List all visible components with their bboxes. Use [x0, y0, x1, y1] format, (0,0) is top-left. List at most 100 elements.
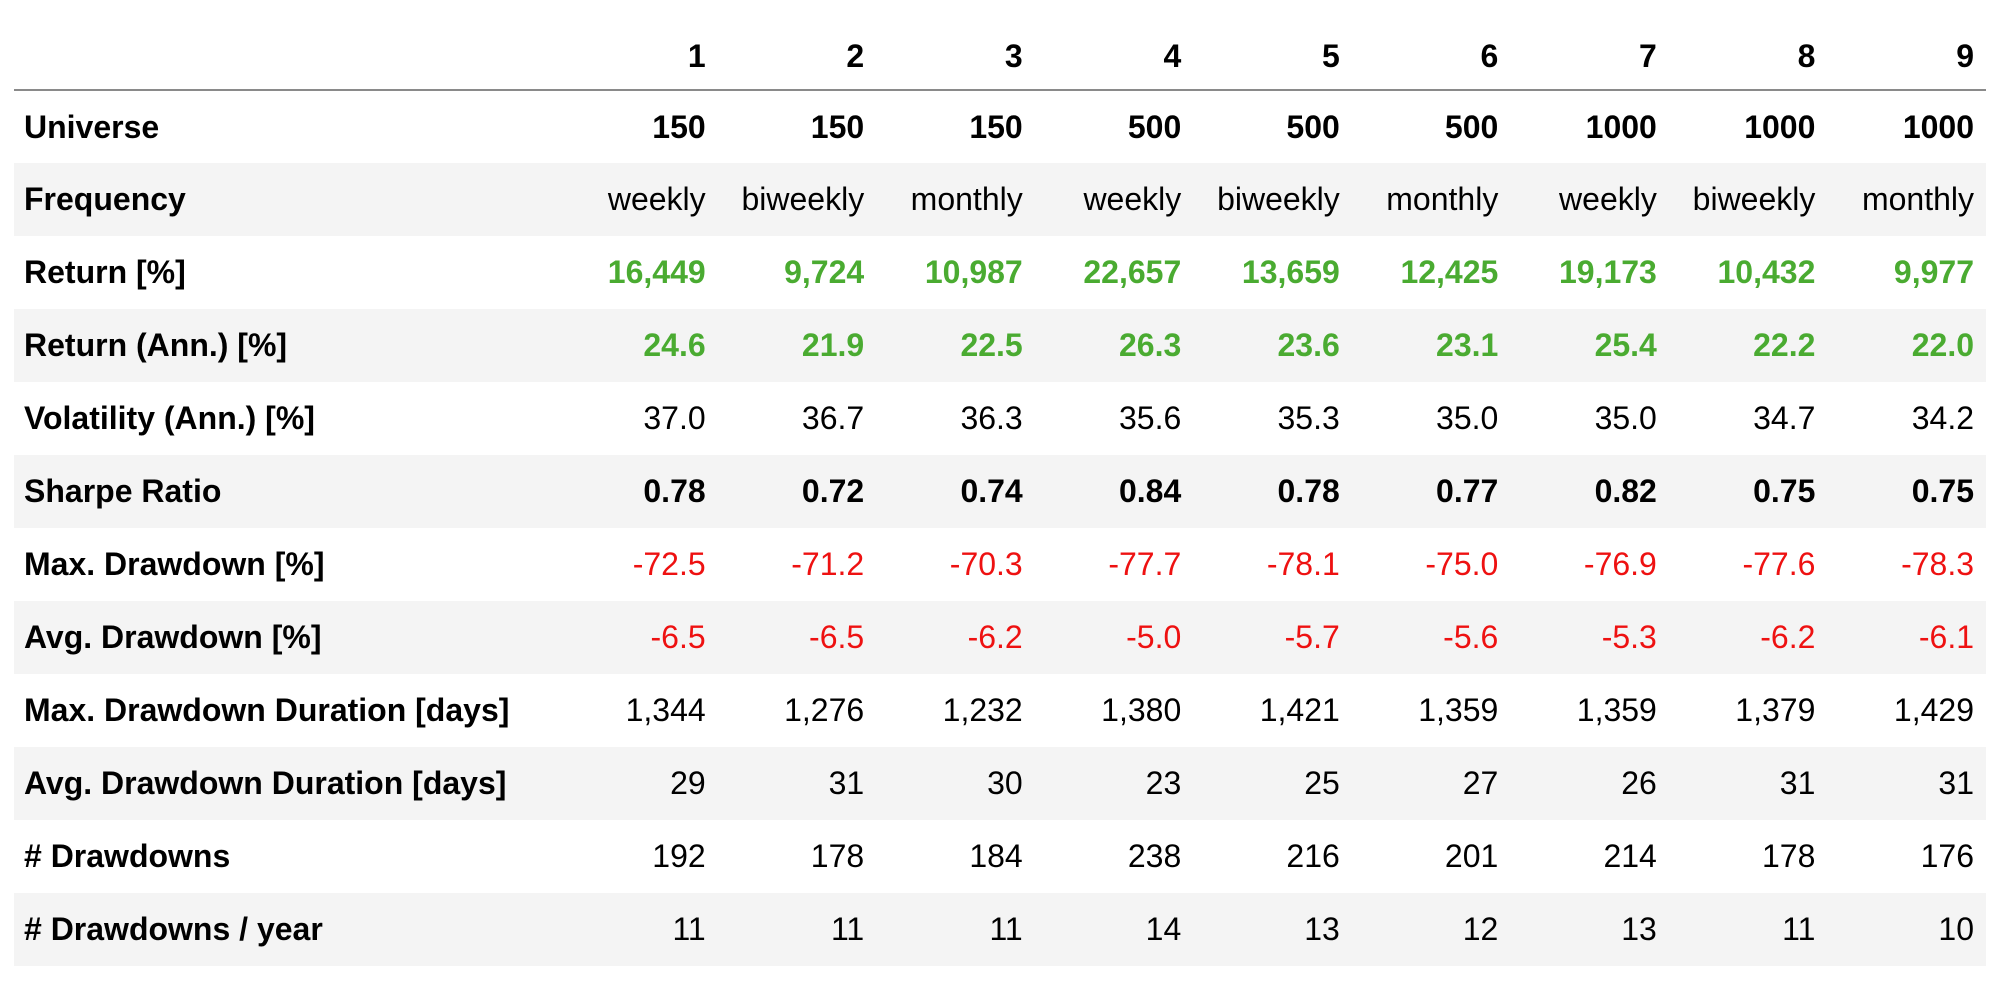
- table-cell: 35.3: [1277, 400, 1340, 436]
- table-cell: 31: [1779, 765, 1816, 801]
- table-cell: 34.7: [1753, 400, 1816, 436]
- table-cell: 22,657: [1083, 254, 1182, 290]
- table-cell: 1000: [1585, 108, 1657, 145]
- table-header: 1 2 3 4 5 6 7 8 9: [14, 14, 1986, 91]
- table-cell: 1,359: [1576, 692, 1657, 728]
- table-cell: 12: [1462, 911, 1499, 947]
- table-cell: 0.82: [1594, 473, 1657, 509]
- row-label: Max. Drawdown [%]: [24, 546, 325, 582]
- table-cell: biweekly: [741, 181, 865, 217]
- table-cell: 21.9: [801, 327, 865, 363]
- table-cell: 30: [987, 765, 1023, 801]
- table-cell: 31: [1938, 765, 1974, 801]
- table-cell: 238: [1127, 838, 1182, 874]
- table-cell: 35.0: [1436, 400, 1499, 436]
- table-cell: monthly: [910, 181, 1023, 217]
- column-header: 1: [559, 14, 718, 91]
- table-cell: 1,380: [1101, 692, 1182, 728]
- table-cell: 31: [828, 765, 865, 801]
- table-cell: -78.1: [1266, 546, 1340, 582]
- table-row: Return [%] 16,449 9,724 10,987 22,657 13,659 1…: [14, 236, 1986, 309]
- header-corner-cell: [14, 14, 560, 91]
- table-cell: 23.1: [1436, 327, 1499, 363]
- table-row: Sharpe Ratio 0.78 0.72 0.74 0.84 0.78 0.77 0.82…: [14, 455, 1986, 528]
- column-header: 3: [876, 14, 1035, 91]
- column-header: 5: [1193, 14, 1352, 91]
- table-cell: 25.4: [1594, 327, 1657, 363]
- row-label: Avg. Drawdown Duration [days]: [24, 765, 507, 801]
- table-cell: 34.2: [1911, 400, 1974, 436]
- table-cell: 1,344: [625, 692, 706, 728]
- table-cell: 176: [1920, 838, 1974, 874]
- column-header: 6: [1351, 14, 1511, 91]
- table-cell: 29: [670, 765, 706, 801]
- table-row: Return (Ann.) [%] 24.6 21.9 22.5 26.3 23.6 23.…: [14, 309, 1986, 382]
- table-cell: 36.7: [801, 400, 865, 436]
- table-cell: 11: [989, 911, 1023, 947]
- table-cell: 1,232: [942, 692, 1023, 728]
- table-cell: 23: [1145, 765, 1182, 801]
- column-header: 4: [1034, 14, 1194, 91]
- table-cell: -5.3: [1601, 619, 1657, 655]
- row-label: Frequency: [24, 181, 186, 217]
- table-cell: 13: [1621, 911, 1657, 947]
- table-cell: 1000: [1744, 108, 1816, 145]
- table-cell: 35.0: [1594, 400, 1657, 436]
- row-label: Universe: [24, 108, 160, 145]
- table-cell: 500: [1286, 108, 1340, 145]
- table-cell: 0.78: [643, 473, 706, 509]
- table-cell: -5.6: [1443, 619, 1499, 655]
- table-cell: 22.0: [1911, 327, 1974, 363]
- table-cell: -6.1: [1918, 619, 1974, 655]
- table-row: # Drawdowns 192 178 184 238 216 201 214 178 176: [14, 820, 1986, 893]
- table-cell: 0.72: [801, 473, 865, 509]
- table-row: # Drawdowns / year 11 11 11 14 13 12 13 11 10: [14, 893, 1986, 966]
- table-cell: 214: [1603, 838, 1657, 874]
- table-cell: 22.2: [1753, 327, 1816, 363]
- row-label: Return [%]: [24, 254, 186, 290]
- table-cell: 19,173: [1558, 254, 1657, 290]
- table-cell: 1,379: [1735, 692, 1816, 728]
- table-cell: -77.6: [1742, 546, 1816, 582]
- table-cell: 11: [830, 911, 865, 947]
- table-cell: 216: [1286, 838, 1340, 874]
- table-cell: 0.74: [960, 473, 1023, 509]
- row-label: Sharpe Ratio: [24, 473, 222, 509]
- table-row: Max. Drawdown Duration [days] 1,344 1,276 1…: [14, 674, 1986, 747]
- table-cell: -6.5: [650, 619, 706, 655]
- table-cell: 1,421: [1259, 692, 1340, 728]
- table-cell: 178: [1761, 838, 1816, 874]
- table-cell: 27: [1462, 765, 1499, 801]
- table-cell: 22.5: [960, 327, 1023, 363]
- row-label: Volatility (Ann.) [%]: [24, 400, 315, 436]
- table-cell: 150: [969, 108, 1023, 145]
- table-row: Avg. Drawdown [%] -6.5 -6.5 -6.2 -5.0 -5.7 -5.…: [14, 601, 1986, 674]
- table-cell: 9,724: [784, 254, 865, 290]
- table-cell: 10,432: [1717, 254, 1816, 290]
- table-cell: 11: [1782, 911, 1816, 947]
- table-row: Frequency weekly biweekly monthly weekly biwe…: [14, 163, 1986, 236]
- table-cell: 500: [1444, 108, 1499, 145]
- table-cell: 0.77: [1436, 473, 1499, 509]
- table-cell: 26.3: [1118, 327, 1182, 363]
- table-cell: 25: [1304, 765, 1340, 801]
- table-row: Avg. Drawdown Duration [days] 29 31 30 23 25 2…: [14, 747, 1986, 820]
- table-cell: 26: [1621, 765, 1657, 801]
- stats-table-container: 1 2 3 4 5 6 7 8 9 Universe 150 150 150 500 50…: [14, 14, 1986, 966]
- table-cell: biweekly: [1217, 181, 1340, 217]
- table-cell: 13,659: [1241, 254, 1340, 290]
- column-header: 7: [1510, 14, 1669, 91]
- header-row: 1 2 3 4 5 6 7 8 9: [14, 14, 1986, 91]
- row-label: Return (Ann.) [%]: [24, 327, 288, 363]
- table-cell: 500: [1127, 108, 1182, 145]
- table-cell: 16,449: [607, 254, 706, 290]
- table-cell: 10,987: [924, 254, 1023, 290]
- column-header: 8: [1668, 14, 1828, 91]
- row-label: # Drawdowns / year: [24, 911, 323, 947]
- backtest-stats-table: 1 2 3 4 5 6 7 8 9 Universe 150 150 150 500 50…: [14, 14, 1986, 966]
- table-cell: -77.7: [1108, 546, 1182, 582]
- table-cell: -71.2: [791, 546, 865, 582]
- table-cell: 0.75: [1911, 473, 1974, 509]
- table-cell: 0.84: [1118, 473, 1182, 509]
- table-cell: -78.3: [1901, 546, 1974, 582]
